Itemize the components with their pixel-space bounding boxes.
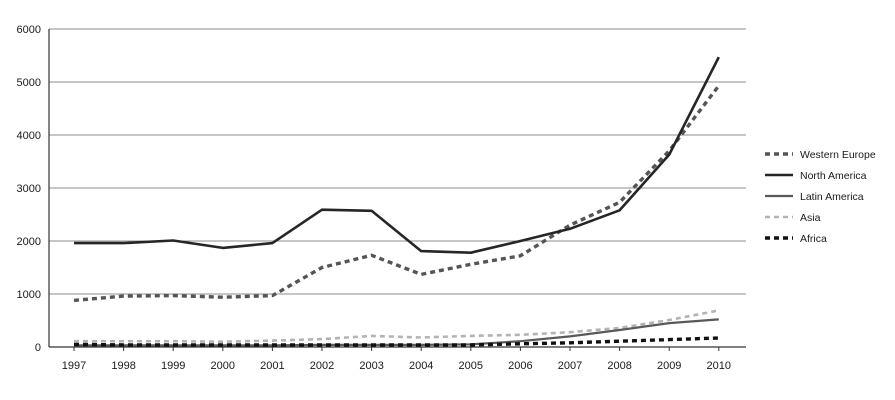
y-tick-label: 4000 [17, 130, 41, 142]
legend-label: Western Europe [800, 149, 876, 161]
series-lines [73, 56, 721, 347]
x-tick-label: 2008 [607, 360, 631, 372]
x-tick-label: 2006 [508, 360, 532, 372]
y-tick-label: 1000 [17, 289, 41, 301]
legend-label: North America [800, 170, 867, 182]
x-tick-label: 2010 [707, 360, 731, 372]
series-line-asia [74, 309, 720, 344]
y-tick-label: 2000 [17, 236, 41, 248]
x-tick-label: 2009 [657, 360, 681, 372]
x-tick-label: 2000 [211, 360, 235, 372]
legend-label: Latin America [800, 191, 864, 203]
series-line-western-europe [73, 84, 721, 303]
x-tick-label: 2004 [409, 360, 433, 372]
y-tick-label: 0 [35, 342, 41, 354]
x-tick-label: 1998 [111, 360, 135, 372]
gridlines [49, 28, 746, 295]
legend-label: Asia [800, 212, 821, 224]
series-line-north-america [74, 56, 720, 254]
y-tick-label: 6000 [17, 24, 41, 36]
x-tick-label: 2003 [359, 360, 383, 372]
x-tick-label: 2001 [260, 360, 284, 372]
y-tick-label: 5000 [17, 77, 41, 89]
series-line-latin-america [74, 318, 719, 347]
y-tick-label: 3000 [17, 183, 41, 195]
axes: 0 1000 2000 3000 4000 5000 6000 1997 1998 1999 200… [17, 24, 746, 372]
x-tick-label: 2005 [459, 360, 483, 372]
legend-label: Africa [800, 233, 827, 245]
x-tick-label: 2007 [558, 360, 582, 372]
x-tick-label: 1999 [161, 360, 185, 372]
x-tick-label: 1997 [62, 360, 86, 372]
x-tick-label: 2002 [310, 360, 334, 372]
legend: Western Europe North America Latin America… [765, 149, 876, 245]
